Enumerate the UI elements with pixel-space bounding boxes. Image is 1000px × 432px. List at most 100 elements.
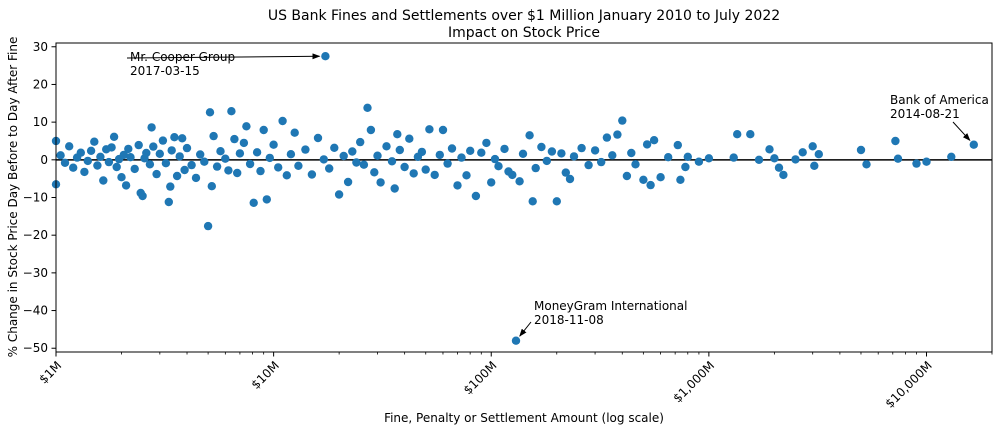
- data-point: [856, 145, 866, 155]
- data-point: [590, 146, 600, 155]
- data-point: [490, 154, 500, 164]
- data-point: [142, 148, 151, 158]
- data-point: [430, 170, 439, 180]
- data-point: [646, 180, 655, 190]
- annotation-arrow: [952, 121, 971, 142]
- data-point: [339, 151, 348, 161]
- data-point: [798, 148, 807, 157]
- data-point: [808, 142, 817, 151]
- y-tick-label: −50: [23, 341, 48, 355]
- data-point: [482, 138, 491, 148]
- y-tick-label: −10: [23, 191, 48, 205]
- data-point: [352, 158, 361, 167]
- data-point: [205, 108, 215, 117]
- data-point: [649, 136, 659, 145]
- data-point: [400, 162, 409, 172]
- data-point: [733, 130, 742, 139]
- data-point: [525, 131, 534, 140]
- data-point: [121, 181, 131, 190]
- data-point: [814, 150, 823, 159]
- data-point: [462, 171, 471, 180]
- data-point: [175, 152, 184, 161]
- y-tick-label: 0: [40, 153, 48, 167]
- data-point: [376, 178, 385, 187]
- data-point: [203, 221, 213, 231]
- data-point: [537, 142, 546, 152]
- data-point: [500, 144, 509, 154]
- annotation-date: 2014-08-21: [890, 107, 960, 121]
- data-point: [810, 161, 819, 170]
- annotation-name: Bank of America: [890, 93, 989, 107]
- annotation-date: 2018-11-08: [534, 313, 604, 327]
- data-point: [224, 166, 233, 175]
- data-point: [922, 157, 931, 166]
- data-point: [664, 153, 673, 162]
- y-tick-label: 30: [33, 40, 48, 54]
- data-point: [471, 191, 481, 201]
- annotation-arrow: [126, 53, 321, 60]
- data-point: [313, 133, 323, 143]
- data-point: [207, 182, 216, 191]
- data-point: [152, 169, 161, 179]
- data-point: [552, 197, 561, 206]
- data-point: [269, 140, 278, 149]
- data-point: [893, 154, 903, 163]
- data-point: [60, 158, 70, 167]
- data-point: [230, 134, 239, 144]
- data-point: [109, 132, 119, 141]
- data-point: [178, 134, 187, 143]
- data-point: [90, 137, 99, 146]
- data-point: [639, 175, 648, 184]
- data-point: [330, 143, 339, 152]
- data-point: [166, 182, 175, 191]
- x-tick-label: $100M: [461, 358, 500, 397]
- data-point: [83, 156, 93, 166]
- data-point: [405, 134, 414, 143]
- data-point: [613, 130, 622, 139]
- data-point: [622, 171, 632, 181]
- data-point: [642, 140, 652, 149]
- data-point: [729, 153, 738, 162]
- data-point: [477, 148, 486, 157]
- data-point: [631, 160, 640, 169]
- data-point: [196, 150, 205, 159]
- data-point: [754, 155, 764, 164]
- data-point: [608, 151, 617, 160]
- plot-frame: [55, 42, 993, 353]
- data-point: [390, 184, 399, 193]
- data-point: [438, 125, 448, 135]
- data-point: [947, 152, 956, 161]
- data-point: [494, 162, 503, 171]
- data-point: [518, 149, 528, 158]
- data-point: [167, 146, 176, 155]
- data-point: [325, 164, 334, 173]
- data-point: [145, 160, 155, 169]
- data-point: [765, 145, 774, 154]
- data-point: [453, 181, 462, 190]
- y-tick-label: −40: [23, 304, 48, 318]
- data-point: [119, 150, 128, 160]
- data-point: [531, 163, 540, 173]
- data-point: [577, 143, 586, 153]
- data-point: [76, 148, 86, 157]
- data-point: [147, 123, 156, 132]
- data-point: [969, 140, 978, 149]
- chart-title: US Bank Fines and Settlements over $1 Mi…: [268, 8, 780, 24]
- data-point: [187, 160, 196, 170]
- data-point: [249, 198, 258, 207]
- data-point: [694, 157, 704, 166]
- data-point: [321, 52, 330, 61]
- data-point: [209, 131, 218, 141]
- x-tick-label: $10,000M: [883, 358, 935, 410]
- data-point: [130, 164, 139, 174]
- data-point: [158, 136, 168, 145]
- data-point: [425, 125, 434, 134]
- data-point: [569, 152, 579, 161]
- data-point: [216, 147, 225, 156]
- chart-subtitle: Impact on Stock Price: [448, 25, 600, 41]
- data-point: [294, 161, 303, 170]
- data-point: [107, 143, 116, 152]
- x-tick-label: $1,000M: [670, 358, 717, 405]
- data-point: [447, 144, 457, 153]
